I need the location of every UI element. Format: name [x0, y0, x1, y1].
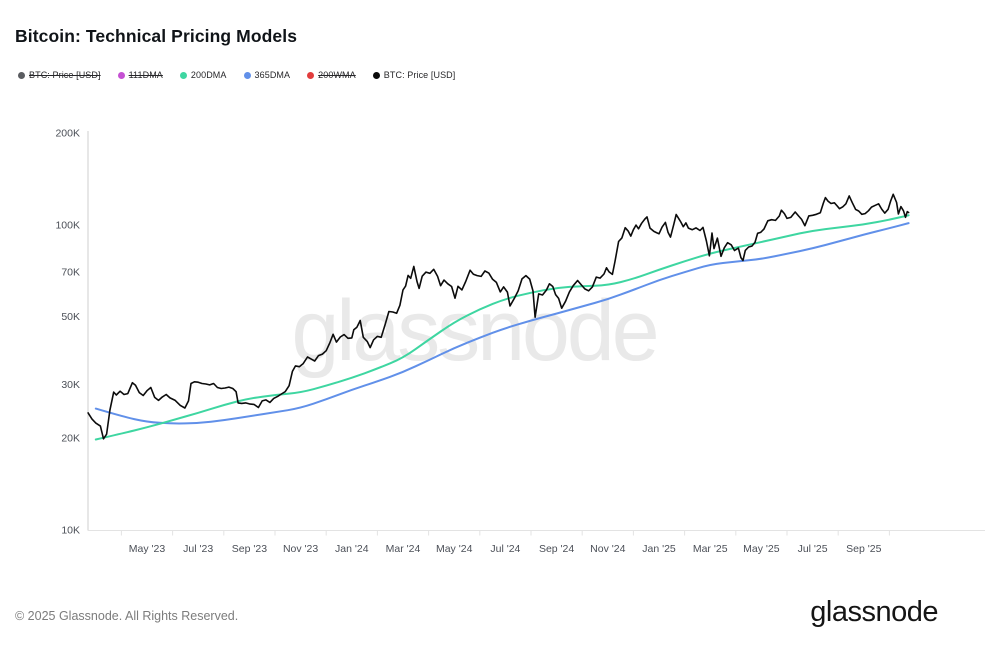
legend-item-btc-price-usd[interactable]: BTC: Price [USD]	[372, 70, 456, 80]
x-tick-label: Mar '24	[386, 543, 421, 555]
x-tick-label: Nov '23	[283, 543, 318, 555]
watermark-text: glassnode	[291, 283, 656, 379]
y-tick-label: 30K	[61, 379, 80, 391]
x-tick-label: May '24	[436, 543, 473, 555]
legend-dot-icon	[372, 71, 380, 79]
glassnode-logo: glassnode	[810, 596, 938, 628]
copyright-text: © 2025 Glassnode. All Rights Reserved.	[15, 609, 239, 623]
x-tick-label: Jul '25	[798, 543, 828, 555]
legend-item-200wma[interactable]: 200WMA	[307, 70, 356, 80]
legend-item-label: 200DMA	[190, 70, 227, 80]
legend-dot-icon	[243, 71, 251, 79]
legend-dot-icon	[179, 71, 187, 79]
legend-dot-icon	[18, 71, 25, 79]
x-tick-label: May '23	[129, 543, 166, 555]
legend-item-111dma[interactable]: 111DMA	[117, 70, 163, 80]
y-tick-label: 70K	[61, 267, 80, 279]
dma365-line	[94, 222, 910, 425]
legend-item-200dma[interactable]: 200DMA	[179, 70, 227, 80]
legend-dot-icon	[307, 71, 315, 79]
x-tick-label: Jul '24	[490, 543, 520, 555]
x-tick-label: Sep '23	[232, 543, 267, 555]
legend-dot-icon	[117, 71, 125, 79]
y-tick-label: 10K	[61, 525, 80, 537]
btc-price-line	[87, 193, 910, 440]
y-tick-label: 20K	[61, 433, 80, 445]
x-tick-label: Nov '24	[590, 543, 625, 555]
x-tick-label: Jan '24	[335, 543, 369, 555]
x-tick-label: May '25	[743, 543, 780, 555]
y-tick-label: 100K	[55, 219, 80, 231]
page-title: Bitcoin: Technical Pricing Models	[15, 26, 298, 46]
legend-item-label: 111DMA	[128, 70, 163, 80]
y-tick-label: 200K	[55, 128, 80, 140]
x-tick-label: Jan '25	[642, 543, 676, 555]
legend-item-label: 365DMA	[254, 70, 291, 80]
legend-item-label: BTC: Price [USD]	[383, 70, 456, 80]
legend-item-label: 200WMA	[318, 70, 356, 80]
y-tick-label: 50K	[61, 311, 80, 323]
legend-item-365dma[interactable]: 365DMA	[243, 70, 291, 80]
dma200-line	[94, 214, 910, 441]
chart-legend: BTC: Price [USD] 111DMA 200DMA 365DMA 200WMA…	[18, 70, 455, 80]
legend-item-btc-price-usd[interactable]: BTC: Price [USD]	[18, 70, 101, 80]
x-tick-label: Jul '23	[183, 543, 213, 555]
x-tick-label: Sep '24	[539, 543, 574, 555]
legend-item-label: BTC: Price [USD]	[29, 70, 101, 80]
x-tick-label: Mar '25	[693, 543, 728, 555]
x-tick-label: Sep '25	[846, 543, 881, 555]
